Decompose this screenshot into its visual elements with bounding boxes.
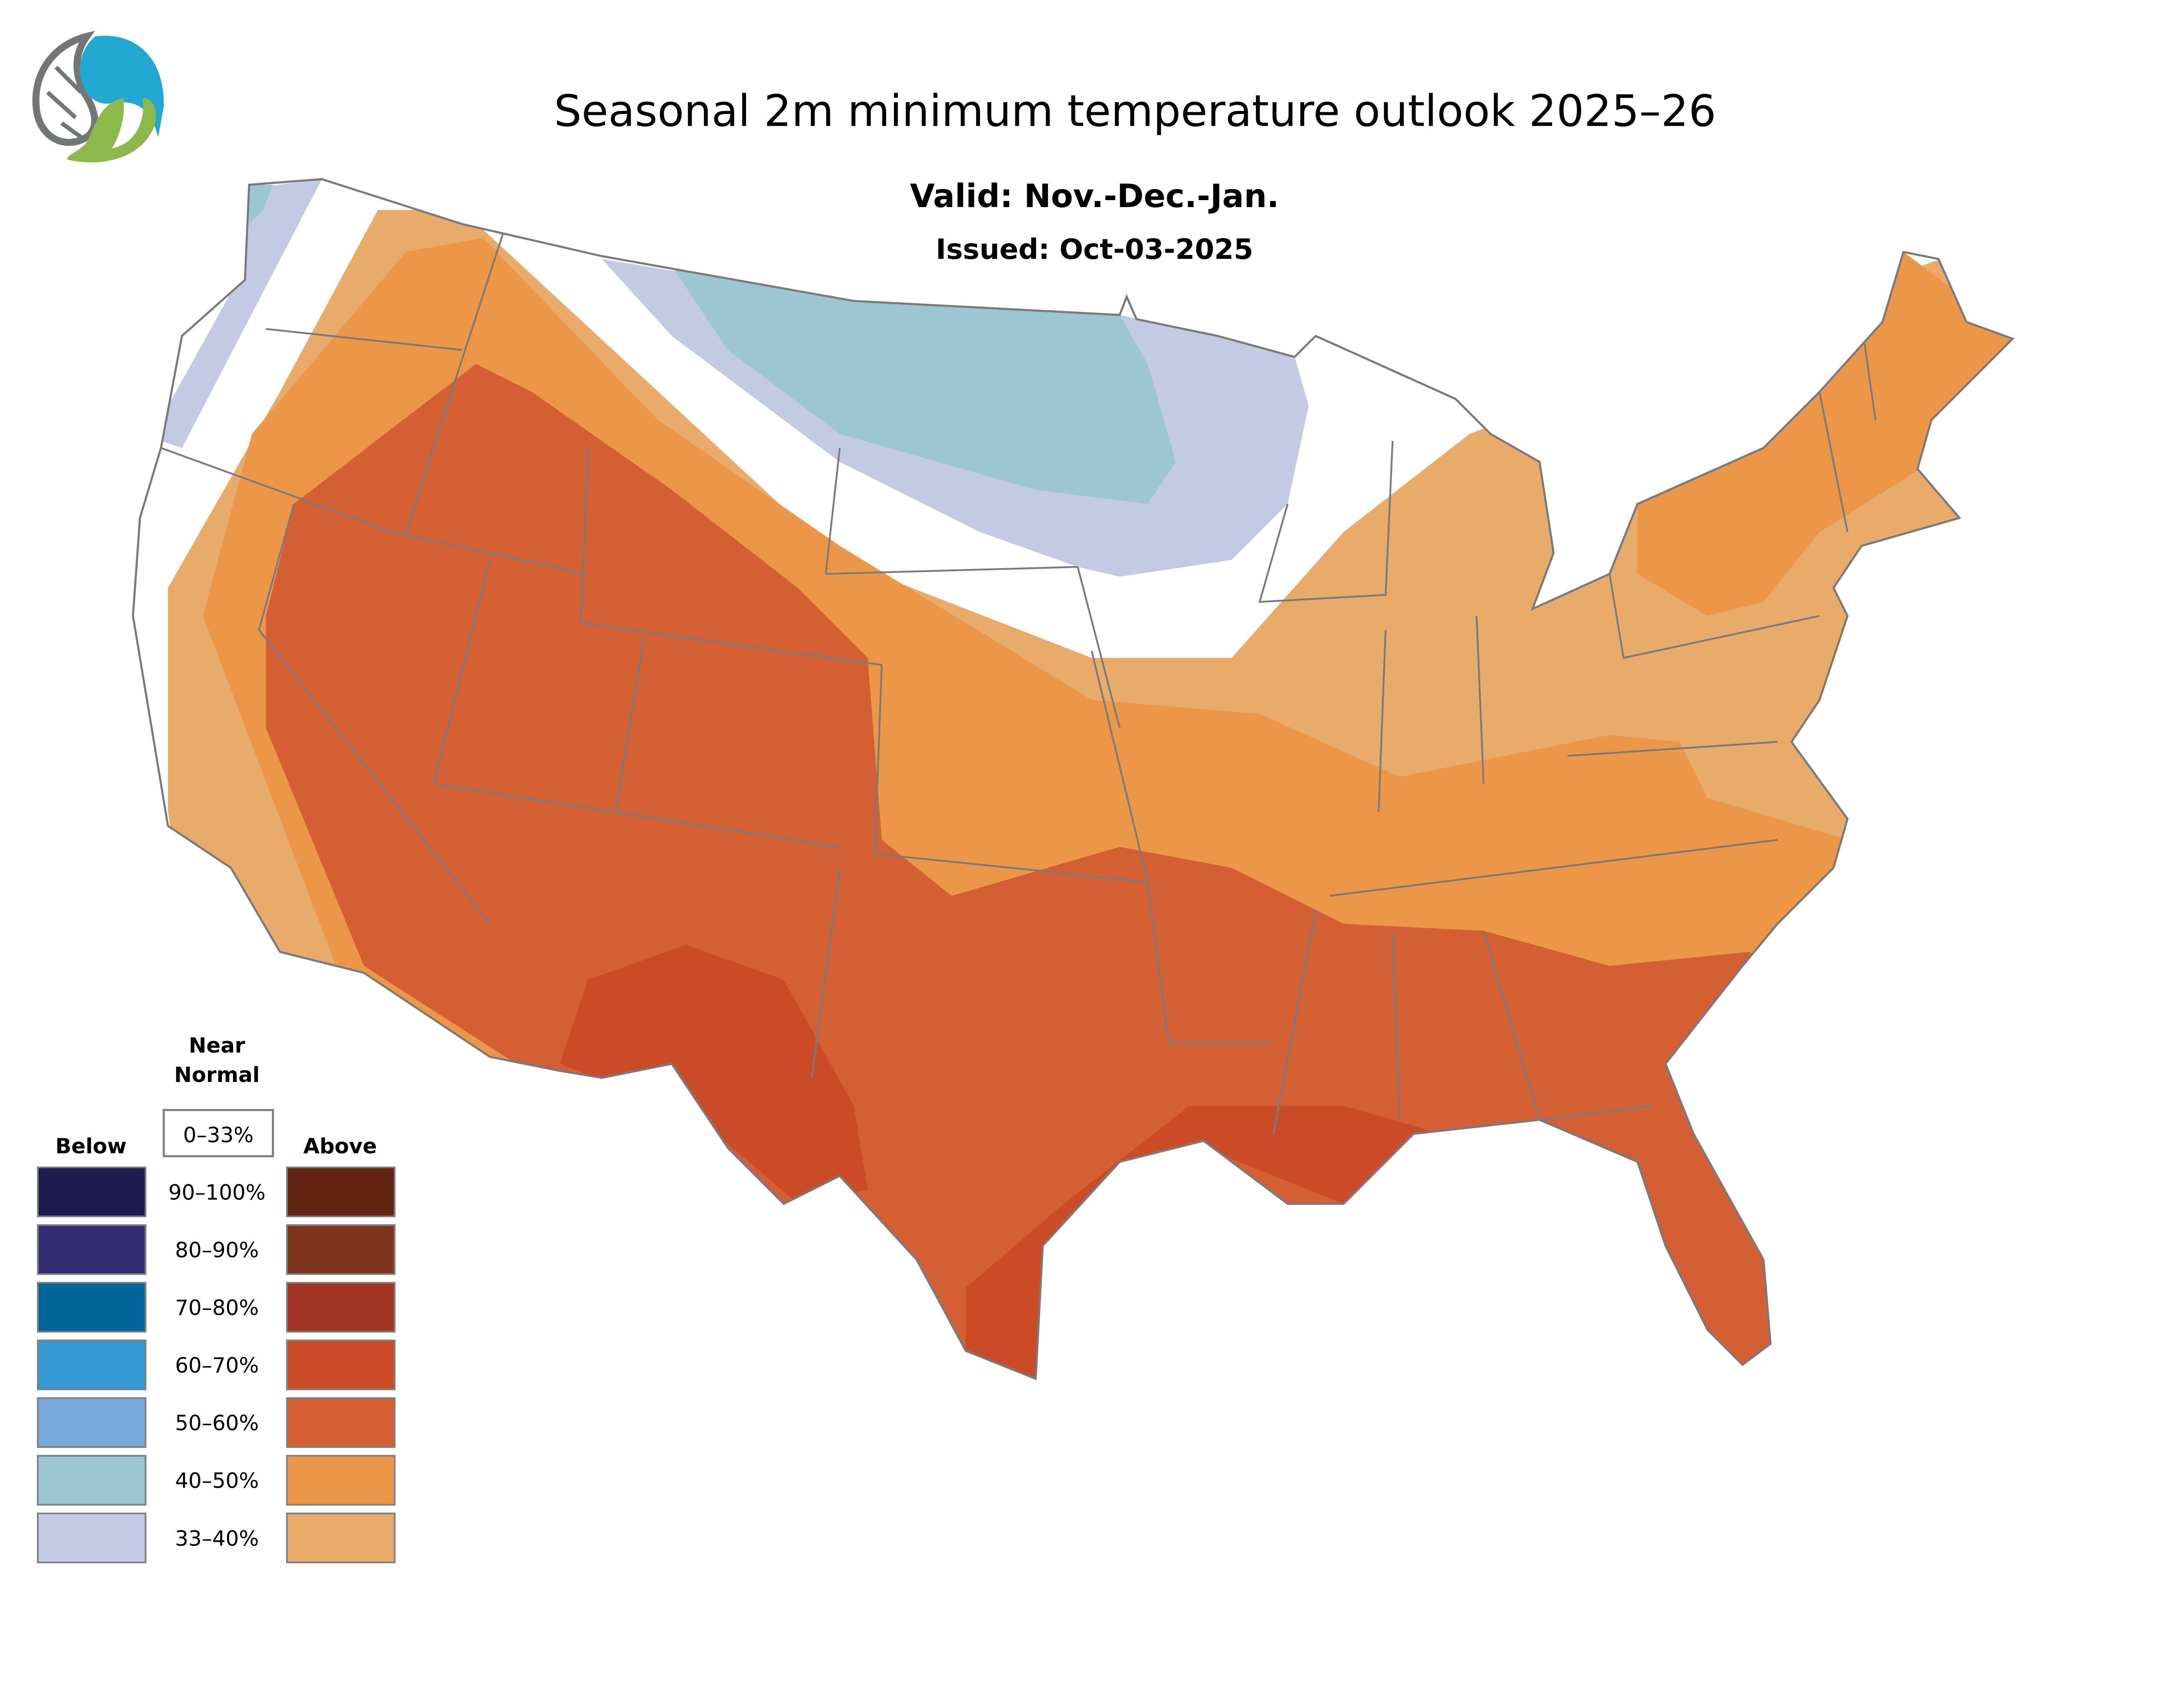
legend-range-label: 60–70% xyxy=(175,1353,259,1378)
legend-above-label: Above xyxy=(303,1134,377,1159)
legend-above-swatch xyxy=(286,1512,396,1564)
legend-range-label: 80–90% xyxy=(175,1238,259,1263)
us-map xyxy=(133,179,2100,1540)
legend-above-swatch xyxy=(286,1282,396,1333)
legend-below-swatch xyxy=(37,1340,147,1390)
legend-above-swatch xyxy=(286,1455,396,1506)
figure-canvas: Seasonal 2m minimum temperature outlook … xyxy=(32,30,2175,1564)
legend-below-swatch xyxy=(37,1455,147,1506)
logo xyxy=(32,30,164,163)
legend-below-swatch xyxy=(37,1397,147,1448)
legend-near-normal-title: Near xyxy=(189,1034,245,1058)
legend-range-label: 33–40% xyxy=(175,1527,259,1551)
legend-range-label: 50–60% xyxy=(175,1411,259,1436)
legend-below-swatch xyxy=(37,1512,147,1564)
chart-title: Seasonal 2m minimum temperature outlook … xyxy=(554,86,1717,137)
legend-range-label: 90–100% xyxy=(168,1180,265,1205)
region-above-40-50-northeast xyxy=(1637,252,2013,616)
region-below-40-50-coast xyxy=(245,184,273,224)
legend-above-swatch xyxy=(286,1340,396,1390)
legend-near-normal-range: 0–33% xyxy=(183,1123,254,1147)
legend-range-label: 70–80% xyxy=(175,1296,259,1320)
valid-period: Valid: Nov.-Dec.-Jan. xyxy=(910,177,1279,215)
legend-above-swatch xyxy=(286,1166,396,1217)
legend-below-swatch xyxy=(37,1224,147,1275)
region-above-60-70-southwest xyxy=(560,944,868,1204)
legend-below-swatch xyxy=(37,1282,147,1333)
legend-above-swatch xyxy=(286,1397,396,1448)
legend-near-normal-title-2: Normal xyxy=(174,1063,260,1087)
logo-circuit xyxy=(32,30,98,146)
region-below-33-40-coast xyxy=(161,179,322,448)
state-borders xyxy=(161,231,1877,1134)
logo-leaf xyxy=(67,98,156,163)
legend-below-label: Below xyxy=(55,1134,127,1159)
logo-water xyxy=(80,36,164,137)
legend: Near Normal 0–33% Below Above 90–100% 80–… xyxy=(37,1034,396,1564)
legend-range-label: 40–50% xyxy=(175,1469,259,1493)
legend-above-swatch xyxy=(286,1224,396,1275)
region-below-40-50 xyxy=(672,266,1176,504)
outlook-figure: Seasonal 2m minimum temperature outlook … xyxy=(32,30,2175,1564)
region-above-60-70-gulf xyxy=(966,1105,1442,1379)
legend-below-swatch xyxy=(37,1166,147,1217)
issued-date: Issued: Oct-03-2025 xyxy=(936,233,1253,266)
legend-near-normal-swatch xyxy=(163,1109,274,1158)
